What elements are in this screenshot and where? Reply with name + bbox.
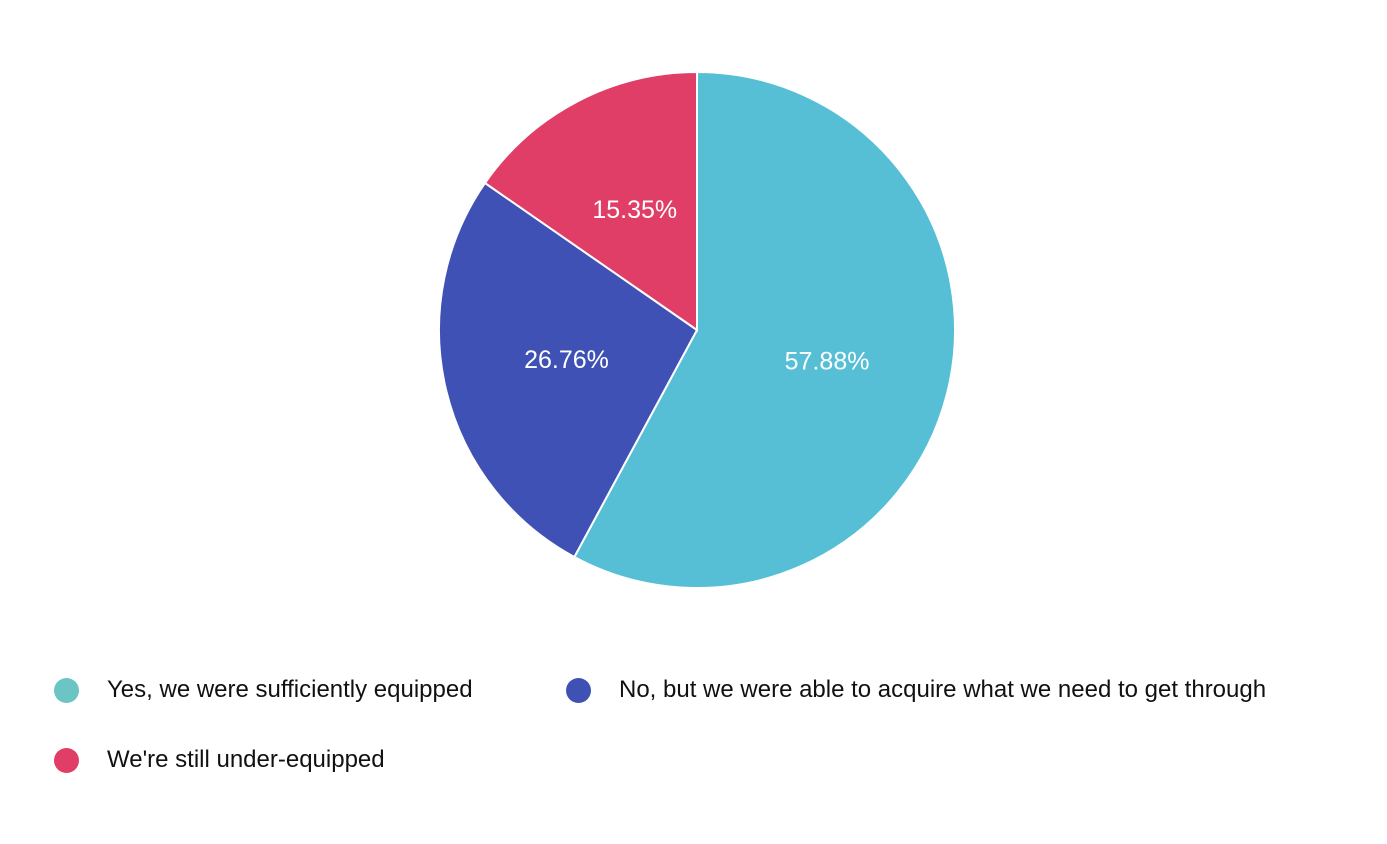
pie-slice-2[interactable] — [483, 70, 698, 332]
legend-label: No, but we were able to acquire what we … — [619, 676, 1267, 703]
legend-swatch-acquired-what-needed — [566, 677, 591, 703]
pie-slice-0[interactable] — [572, 70, 956, 589]
pie-slice-value-label-2: 15.35% — [592, 196, 677, 224]
legend-item-acquired-what-needed[interactable]: No, but we were able to acquire what we … — [566, 675, 1266, 705]
pie-slice-value-label-0: 57.88% — [785, 348, 870, 376]
pie-slice-value-label-1: 26.76% — [524, 346, 609, 374]
pie-slices — [438, 70, 956, 589]
pie-slice-1[interactable] — [438, 181, 699, 559]
legend-label: We're still under-equipped — [107, 746, 385, 773]
pie-value-labels: 57.88% 26.76% 15.35% — [524, 196, 869, 376]
legend-swatch-sufficiently-equipped — [54, 677, 79, 703]
legend-item-still-under-equipped[interactable]: We're still under-equipped — [54, 745, 385, 775]
legend-item-sufficiently-equipped[interactable]: Yes, we were sufficiently equipped — [54, 675, 473, 705]
pie-chart: 57.88% 26.76% 15.35% — [438, 70, 956, 589]
legend-label: Yes, we were sufficiently equipped — [107, 676, 473, 703]
legend-swatch-still-under-equipped — [54, 747, 79, 773]
